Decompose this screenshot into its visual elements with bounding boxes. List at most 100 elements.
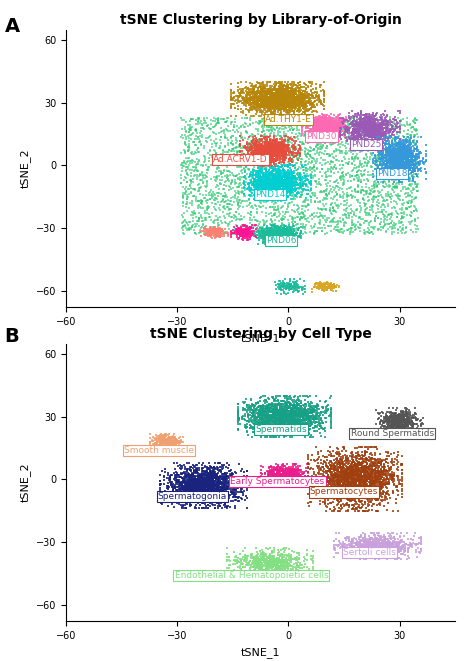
Point [276, 83, 284, 94]
Point [327, 467, 334, 477]
Point [172, 472, 180, 483]
Point [317, 408, 325, 418]
Point [394, 159, 401, 169]
Point [396, 134, 404, 144]
Point [198, 472, 206, 483]
Point [352, 108, 359, 119]
Point [382, 539, 390, 549]
Point [292, 176, 300, 186]
Point [363, 116, 371, 127]
Point [279, 412, 287, 423]
Point [326, 120, 333, 131]
Point [266, 97, 273, 107]
Point [283, 86, 291, 97]
Point [359, 485, 366, 495]
Point [376, 219, 383, 229]
Point [183, 479, 191, 490]
Point [346, 492, 354, 503]
Point [212, 471, 219, 481]
Point [269, 153, 277, 164]
Point [353, 471, 360, 481]
Point [208, 472, 215, 483]
Point [313, 481, 320, 492]
Point [272, 407, 279, 418]
Point [417, 539, 424, 550]
Point [400, 543, 407, 554]
Point [220, 197, 228, 208]
Point [234, 93, 242, 103]
Point [283, 171, 291, 181]
Point [276, 141, 284, 152]
Point [269, 173, 276, 183]
Point [262, 556, 269, 566]
Point [341, 476, 349, 486]
Point [410, 146, 418, 157]
Point [204, 481, 211, 491]
Point [292, 88, 299, 98]
Point [288, 119, 295, 130]
Point [295, 410, 302, 420]
Point [374, 156, 381, 167]
Point [286, 408, 294, 418]
Point [280, 229, 287, 239]
Point [205, 162, 213, 173]
Point [400, 412, 407, 422]
Point [385, 145, 393, 156]
Point [323, 125, 330, 136]
Point [287, 549, 295, 560]
Point [179, 225, 187, 235]
Point [337, 130, 345, 140]
Point [258, 195, 265, 206]
Point [245, 83, 252, 94]
Point [264, 418, 271, 429]
Point [355, 473, 363, 483]
Point [344, 470, 351, 481]
Point [265, 178, 273, 189]
Point [214, 483, 222, 494]
Point [311, 113, 319, 124]
Point [365, 481, 373, 492]
Point [183, 488, 191, 499]
Point [197, 139, 205, 150]
Point [214, 115, 222, 126]
Point [171, 502, 178, 512]
Point [271, 169, 279, 180]
Point [296, 177, 304, 188]
Point [283, 426, 291, 437]
Point [286, 471, 293, 481]
Point [206, 484, 214, 494]
Point [223, 147, 230, 157]
Point [337, 115, 345, 126]
Point [348, 120, 356, 131]
Point [279, 164, 287, 175]
Text: Ad.THY1-E: Ad.THY1-E [265, 115, 312, 124]
Point [390, 541, 398, 552]
Point [246, 190, 254, 200]
Point [377, 551, 385, 561]
Point [419, 413, 427, 424]
Point [328, 473, 335, 484]
Point [204, 485, 212, 496]
Point [281, 412, 289, 422]
Point [394, 106, 401, 116]
Point [302, 401, 310, 411]
Point [231, 479, 239, 489]
Point [327, 120, 334, 130]
Point [339, 160, 347, 171]
Point [301, 89, 308, 99]
Point [296, 406, 304, 416]
Point [391, 219, 399, 230]
Point [374, 479, 382, 490]
Point [377, 474, 385, 485]
Point [208, 479, 215, 490]
Point [178, 148, 185, 159]
Point [261, 147, 268, 157]
Point [182, 202, 190, 212]
Point [349, 457, 356, 468]
Point [410, 165, 417, 176]
Point [266, 89, 274, 100]
Point [388, 155, 396, 165]
Point [255, 163, 262, 173]
Point [323, 126, 331, 136]
Point [267, 137, 275, 148]
